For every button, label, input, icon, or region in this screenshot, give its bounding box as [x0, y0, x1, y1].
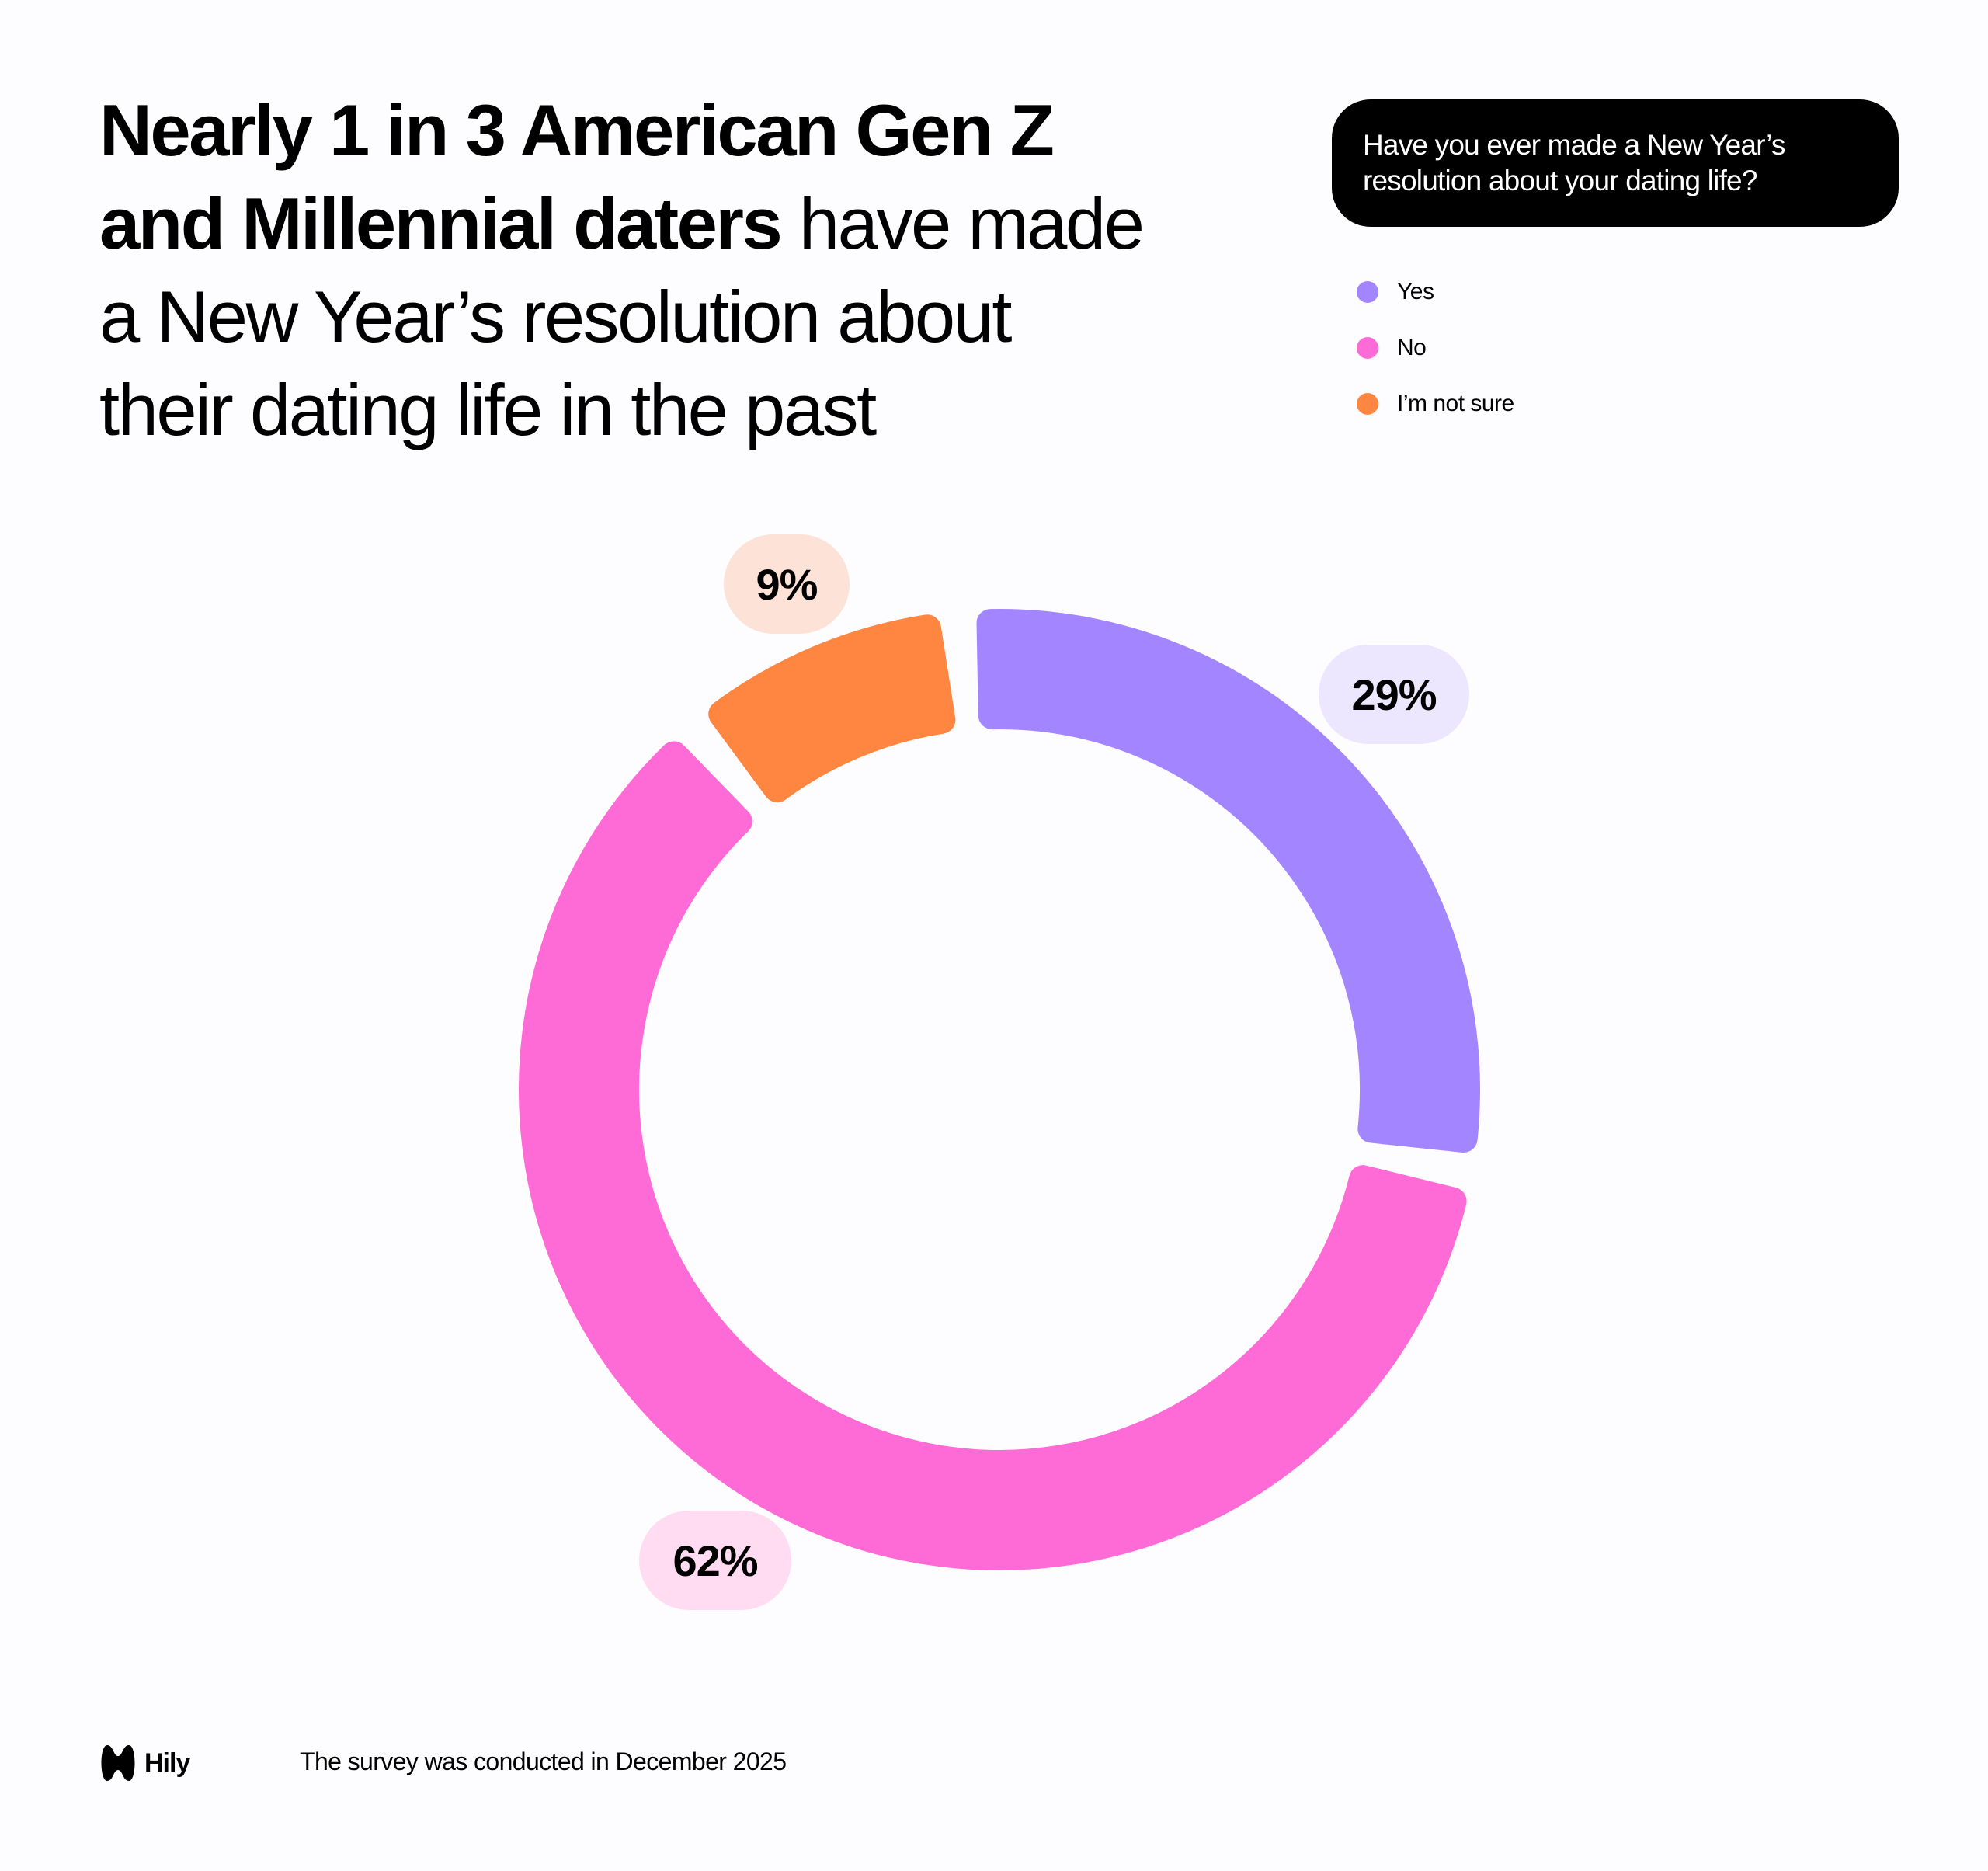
donut-segment-not-sure: [708, 614, 956, 803]
donut-segment-no: [519, 741, 1467, 1570]
legend-item-no: No: [1357, 320, 1514, 376]
headline-line-3: a New Year’s resolution about: [99, 276, 1013, 357]
legend-label: Yes: [1397, 279, 1434, 304]
headline-line-4: their dating life in the past: [99, 369, 877, 450]
data-label-not-sure: 9%: [724, 534, 850, 634]
brand-name: Hily: [144, 1748, 190, 1778]
legend-dot-no: [1357, 337, 1378, 359]
data-label-yes: 29%: [1319, 645, 1469, 744]
legend-dot-yes: [1357, 281, 1378, 303]
legend-dot-not-sure: [1357, 393, 1378, 415]
survey-question: Have you ever made a New Year’s resoluti…: [1332, 99, 1899, 227]
data-label-no: 62%: [639, 1511, 791, 1610]
legend-label: I’m not sure: [1397, 391, 1514, 416]
hily-logo-icon: [101, 1745, 135, 1781]
legend-label: No: [1397, 335, 1427, 360]
headline: Nearly 1 in 3 American Gen Z and Millenn…: [99, 84, 1145, 457]
brand-logo: Hily: [99, 1744, 190, 1782]
legend: Yes No I’m not sure: [1357, 264, 1514, 432]
survey-note: The survey was conducted in December 202…: [300, 1748, 787, 1775]
legend-item-yes: Yes: [1357, 264, 1514, 320]
headline-bold-1: Nearly 1 in 3 American Gen Z: [99, 89, 1055, 171]
headline-regular-2: have made: [780, 183, 1145, 264]
footer: Hily: [99, 1738, 190, 1788]
headline-bold-2: and Millennial daters: [99, 183, 783, 264]
legend-item-not-sure: I’m not sure: [1357, 376, 1514, 432]
donut-segment-yes: [976, 609, 1480, 1153]
